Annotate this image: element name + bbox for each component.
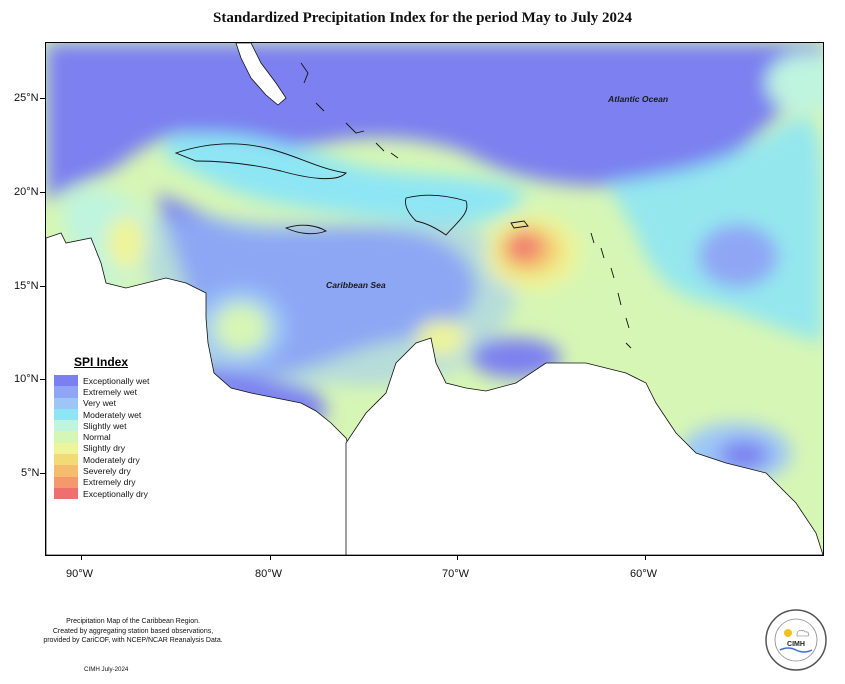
legend-swatch bbox=[54, 420, 78, 432]
legend-swatch bbox=[54, 454, 78, 466]
legend-item: Exceptionally dry bbox=[54, 487, 174, 500]
legend-label: Moderately wet bbox=[83, 409, 142, 420]
legend-label: Slightly wet bbox=[83, 420, 127, 431]
legend-swatch bbox=[54, 442, 78, 455]
legend-item: Extremely wet bbox=[54, 386, 174, 398]
lat-tick bbox=[40, 286, 45, 287]
label-atlantic-ocean: Atlantic Ocean bbox=[608, 94, 669, 104]
legend-swatch bbox=[54, 397, 78, 409]
map-frame bbox=[45, 42, 824, 556]
legend-item: Normal bbox=[54, 431, 174, 443]
legend-label: Slightly dry bbox=[83, 443, 126, 454]
footer-credit: CIMH July-2024 bbox=[84, 666, 129, 673]
lat-tick bbox=[40, 98, 45, 99]
lon-tick bbox=[81, 555, 82, 560]
legend-item: Exceptionally wet bbox=[54, 375, 174, 387]
legend-label: Exceptionally dry bbox=[83, 488, 148, 499]
legend-label: Exceptionally wet bbox=[83, 375, 150, 386]
lat-tick bbox=[40, 379, 45, 380]
legend-title: SPI Index bbox=[74, 355, 129, 369]
land-masses bbox=[46, 232, 823, 555]
footer-description: Precipitation Map of the Caribbean Regio… bbox=[18, 617, 248, 646]
legend-label: Moderately dry bbox=[83, 454, 140, 465]
legend-swatch bbox=[54, 487, 78, 500]
legend-label: Normal bbox=[83, 432, 111, 443]
lon-tick bbox=[645, 555, 646, 560]
lat-label-20n: 20°N bbox=[14, 186, 39, 198]
lat-label-25n: 25°N bbox=[14, 92, 39, 104]
lat-tick bbox=[40, 473, 45, 474]
map-title: Standardized Precipitation Index for the… bbox=[212, 10, 633, 26]
lon-label-60w: 60°W bbox=[630, 568, 658, 580]
legend-label: Very wet bbox=[83, 398, 116, 409]
legend-label: Severely dry bbox=[83, 466, 131, 477]
legend-item: Severely dry bbox=[54, 465, 174, 477]
legend-item: Slightly dry bbox=[54, 442, 174, 455]
lat-label-5n: 5°N bbox=[21, 467, 40, 479]
spi-map bbox=[46, 43, 823, 555]
legend-swatch bbox=[54, 431, 78, 443]
legend-swatch bbox=[54, 476, 78, 488]
logo-text: CIMH bbox=[787, 641, 805, 648]
islands bbox=[174, 62, 632, 349]
lat-tick bbox=[40, 192, 45, 193]
florida bbox=[235, 43, 287, 106]
legend-item: Moderately wet bbox=[54, 408, 174, 421]
label-caribbean-sea: Caribbean Sea bbox=[326, 280, 386, 290]
lon-tick bbox=[457, 555, 458, 560]
legend-label: Extremely wet bbox=[83, 386, 137, 397]
legend-rows: Exceptionally wet Extremely wet Very wet Mo… bbox=[54, 375, 174, 500]
legend-item: Very wet bbox=[54, 397, 174, 409]
footer-line: Precipitation Map of the Caribbean Regio… bbox=[66, 618, 200, 625]
spi-legend: SPI Index Exceptionally wet Extremely wet… bbox=[54, 355, 174, 500]
legend-swatch bbox=[54, 465, 78, 477]
footer-line: provided by CariCOF, with NCEP/NCAR Rean… bbox=[43, 637, 223, 644]
lon-label-80w: 80°W bbox=[255, 568, 283, 580]
lon-label-70w: 70°W bbox=[442, 568, 470, 580]
legend-item: Extremely dry bbox=[54, 476, 174, 488]
lat-label-10n: 10°N bbox=[14, 373, 39, 385]
legend-swatch bbox=[54, 375, 78, 387]
legend-swatch bbox=[54, 386, 78, 398]
legend-item: Slightly wet bbox=[54, 420, 174, 432]
lon-tick bbox=[270, 555, 271, 560]
legend-swatch bbox=[54, 408, 78, 421]
legend-label: Extremely dry bbox=[83, 477, 136, 488]
legend-item: Moderately dry bbox=[54, 454, 174, 466]
footer-line: Created by aggregating station based obs… bbox=[52, 627, 214, 635]
lat-label-15n: 15°N bbox=[14, 280, 39, 292]
lon-label-90w: 90°W bbox=[66, 568, 94, 580]
cimh-logo: CIMH bbox=[765, 609, 827, 671]
